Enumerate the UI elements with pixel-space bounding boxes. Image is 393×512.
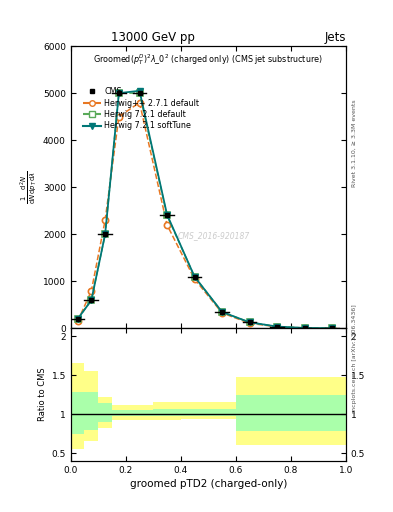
Text: Groomed$(p_T^D)^2\lambda\_0^2$ (charged only) (CMS jet substructure): Groomed$(p_T^D)^2\lambda\_0^2$ (charged …	[94, 52, 323, 67]
Text: Rivet 3.1.10, ≥ 3.3M events: Rivet 3.1.10, ≥ 3.3M events	[352, 99, 357, 187]
Text: mcplots.cern.ch [arXiv:1306.3436]: mcplots.cern.ch [arXiv:1306.3436]	[352, 304, 357, 413]
Text: Jets: Jets	[324, 31, 346, 44]
Text: CMS_2016-920187: CMS_2016-920187	[178, 231, 250, 240]
X-axis label: groomed pTD2 (charged-only): groomed pTD2 (charged-only)	[130, 479, 287, 489]
Legend: CMS, Herwig++ 2.7.1 default, Herwig 7.2.1 default, Herwig 7.2.1 softTune: CMS, Herwig++ 2.7.1 default, Herwig 7.2.…	[80, 84, 203, 134]
Y-axis label: $\frac{1}{\mathrm{d}N}\frac{\mathrm{d}^2N}{\mathrm{d}p_T\,\mathrm{d}\lambda}$: $\frac{1}{\mathrm{d}N}\frac{\mathrm{d}^2…	[18, 170, 39, 204]
Text: 13000 GeV pp: 13000 GeV pp	[111, 31, 195, 44]
Y-axis label: Ratio to CMS: Ratio to CMS	[39, 368, 47, 421]
